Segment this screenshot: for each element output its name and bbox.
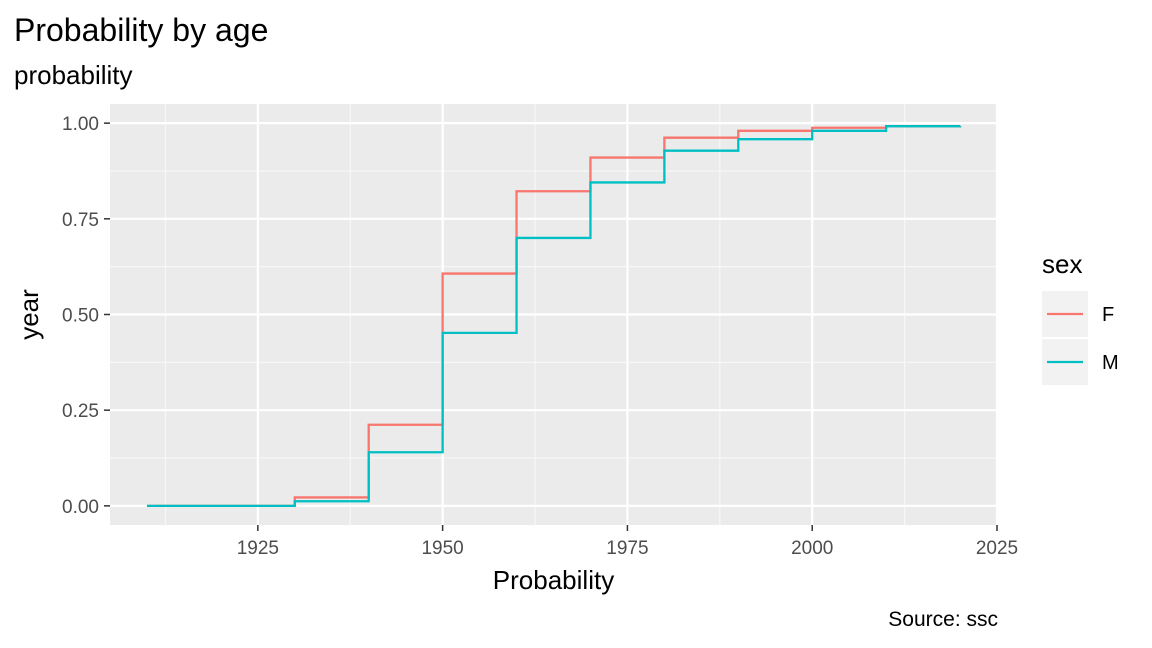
y-axis-title: year xyxy=(14,289,44,340)
legend-label-m: M xyxy=(1102,352,1119,374)
chart-subtitle: probability xyxy=(14,60,133,90)
x-tick-label: 2000 xyxy=(791,538,833,559)
x-axis-title: Probability xyxy=(493,565,614,595)
series-line-f xyxy=(146,125,962,508)
x-tick-label: 1975 xyxy=(606,538,648,559)
y-tick-label: 0.25 xyxy=(62,401,99,422)
chart-caption: Source: ssc xyxy=(888,608,998,631)
y-tick-label: 0.75 xyxy=(62,210,99,231)
y-tick-label: 0.50 xyxy=(62,306,99,327)
x-tick-label: 2025 xyxy=(976,538,1018,559)
legend-title: sex xyxy=(1042,249,1082,279)
x-tick-label: 1950 xyxy=(421,538,463,559)
x-tick-label: 1925 xyxy=(237,538,279,559)
y-tick-label: 0.00 xyxy=(62,497,99,518)
legend-label-f: F xyxy=(1102,304,1114,326)
y-tick-label: 1.00 xyxy=(62,114,99,135)
series-line-m xyxy=(146,125,962,508)
chart-title: Probability by age xyxy=(14,12,269,48)
